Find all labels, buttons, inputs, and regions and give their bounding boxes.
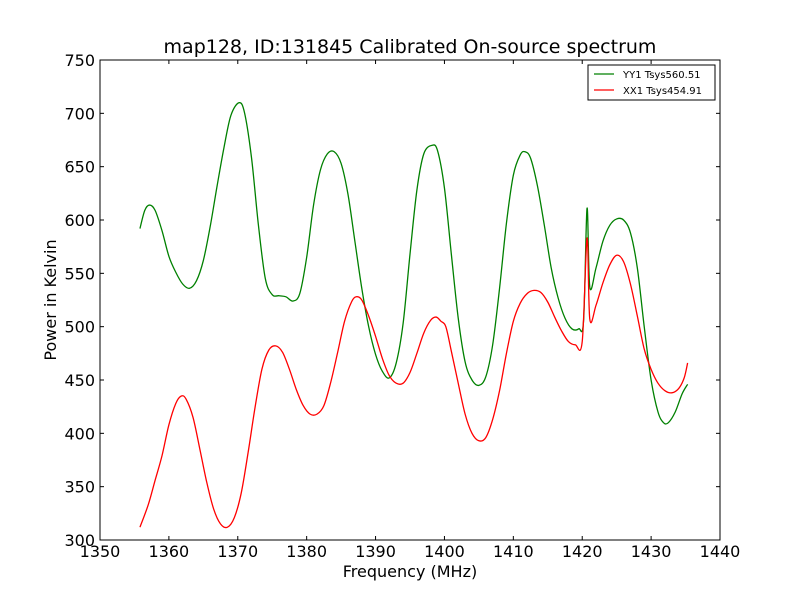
legend-label-xx1: XX1 Tsys454.91 [623, 86, 702, 97]
y-tick-label: 600 [64, 211, 95, 230]
y-tick-label: 500 [64, 318, 95, 337]
x-tick-label: 1400 [424, 542, 465, 561]
x-tick-label: 1410 [493, 542, 534, 561]
x-axis-label: Frequency (MHz) [343, 562, 477, 581]
x-tick-label: 1430 [631, 542, 672, 561]
y-tick-label: 550 [64, 264, 95, 283]
y-tick-label: 300 [64, 531, 95, 550]
y-tick-label: 400 [64, 424, 95, 443]
plot-area [100, 60, 720, 540]
x-tick-label: 1420 [562, 542, 603, 561]
legend: YY1 Tsys560.51 XX1 Tsys454.91 [587, 64, 716, 101]
plot-frame [99, 59, 721, 541]
x-tick-label: 1350 [80, 542, 121, 561]
series-line-xx1 [139, 237, 689, 529]
y-tick-label: 700 [64, 104, 95, 123]
x-tick-label: 1360 [149, 542, 190, 561]
y-tick-label: 750 [64, 51, 95, 70]
y-tick-label: 350 [64, 478, 95, 497]
ticks-layer: 1350 1360 1370 1380 1390 1400 1410 1420 1430 1440… [64, 51, 740, 561]
chart-title: map128, ID:131845 Calibrated On-source s… [164, 36, 657, 58]
legend-label-yy1: YY1 Tsys560.51 [622, 70, 701, 81]
x-tick-label: 1370 [217, 542, 258, 561]
x-tick-label: 1440 [700, 542, 741, 561]
x-tick-label: 1390 [355, 542, 396, 561]
y-tick-label: 650 [64, 158, 95, 177]
x-tick-label: 1380 [286, 542, 327, 561]
series-layer [139, 101, 689, 529]
legend-box [587, 64, 716, 101]
y-axis-label: Power in Kelvin [41, 239, 60, 360]
series-line-yy1 [139, 101, 689, 425]
y-tick-label: 450 [64, 371, 95, 390]
